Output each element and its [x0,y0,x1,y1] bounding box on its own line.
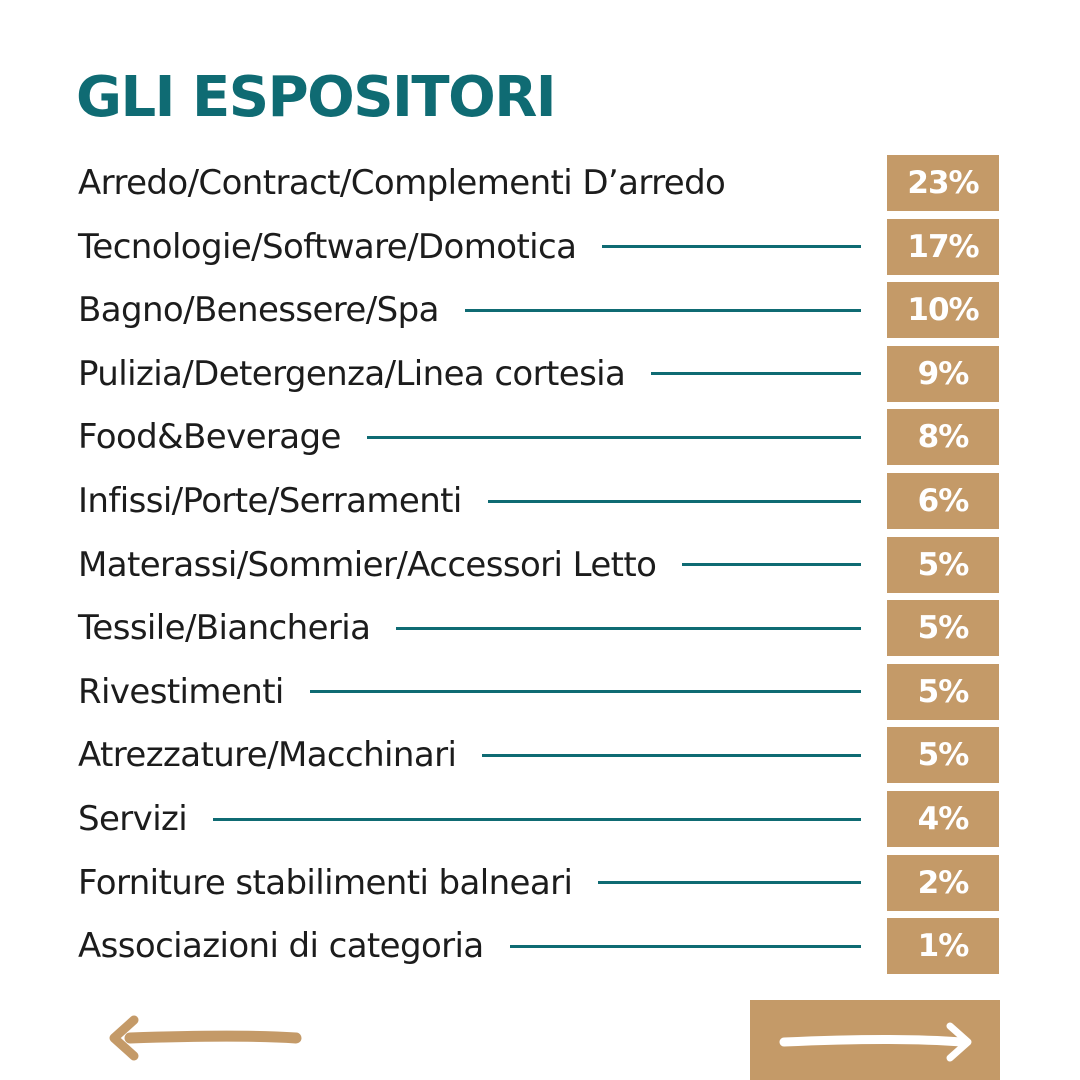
list-item-content: Atrezzature/Macchinari [78,727,861,783]
list-item-content: Tessile/Biancheria [78,600,861,656]
percentage-badge: 5% [887,727,999,784]
list-item: Arredo/Contract/Complementi D’arredo 23% [0,155,1080,211]
list-item-content: Arredo/Contract/Complementi D’arredo [78,155,861,211]
list-item: Materassi/Sommier/Accessori Letto 5% [0,536,1080,593]
list-item-content: Materassi/Sommier/Accessori Letto [78,537,861,593]
category-label: Rivestimenti [78,671,284,712]
leader-line [464,308,861,312]
category-label: Infissi/Porte/Serramenti [78,481,462,521]
list-item: Atrezzature/Macchinari 5% [0,727,1080,784]
leader-line [651,372,861,376]
percentage-badge: 5% [887,600,999,657]
list-item-content: Bagno/Benessere/Spa [78,282,861,338]
list-item: Rivestimenti 5% [0,663,1080,720]
leader-line [487,499,861,503]
list-item-content: Servizi [78,791,861,847]
leader-line [751,182,861,185]
list-item-content: Associazioni di categoria [78,918,861,974]
category-label: Servizi [78,799,188,839]
leader-line [509,944,861,948]
list-item-content: Forniture stabilimenti balneari [78,855,861,911]
leader-line [598,881,861,885]
previous-slide-button[interactable] [100,1010,310,1062]
list-item-content: Rivestimenti [78,664,861,720]
leader-line [213,817,861,821]
list-item-content: Food&Beverage [78,409,861,465]
leader-line [366,435,861,439]
percentage-badge: 5% [887,663,999,720]
list-item: Pulizia/Detergenza/Linea cortesia 9% [0,345,1080,402]
list-item-content: Tecnologie/Software/Domotica [78,219,861,275]
list-item: Associazioni di categoria 1% [0,918,1080,975]
category-label: Food&Beverage [78,417,341,458]
percentage-badge: 23% [887,155,999,211]
leader-line [602,245,861,249]
arrow-right-icon [779,1022,972,1062]
category-label: Arredo/Contract/Complementi D’arredo [78,163,726,203]
percentage-badge: 10% [887,282,999,339]
category-label: Tecnologie/Software/Domotica [78,226,577,267]
percentage-badge: 9% [887,345,999,402]
list-item: Tessile/Biancheria 5% [0,600,1080,657]
list-item: Forniture stabilimenti balneari 2% [0,854,1080,911]
percentage-badge: 17% [887,218,999,275]
leader-line [682,563,861,567]
leader-line [396,626,861,630]
next-slide-button[interactable] [750,1000,1000,1080]
category-label: Materassi/Sommier/Accessori Letto [78,544,657,585]
percentage-badge: 6% [887,473,999,529]
list-item: Tecnologie/Software/Domotica 17% [0,218,1080,275]
leader-line [309,690,861,694]
percentage-badge: 4% [887,791,999,847]
leader-line [482,753,861,757]
category-label: Tessile/Biancheria [78,608,371,649]
page-title: GLI ESPOSITORI [76,65,557,130]
percentage-badge: 8% [887,409,999,466]
percentage-badge: 2% [887,854,999,911]
list-item: Infissi/Porte/Serramenti 6% [0,473,1080,529]
list-item: Servizi 4% [0,791,1080,847]
arrow-left-icon [109,1015,302,1061]
category-label: Bagno/Benessere/Spa [78,290,439,331]
percentage-badge: 5% [887,536,999,593]
list-item-content: Infissi/Porte/Serramenti [78,473,861,529]
category-label: Pulizia/Detergenza/Linea cortesia [78,353,626,394]
category-label: Associazioni di categoria [78,926,484,967]
category-label: Forniture stabilimenti balneari [78,862,573,903]
list-item-content: Pulizia/Detergenza/Linea cortesia [78,346,861,402]
list-item: Food&Beverage 8% [0,409,1080,466]
category-label: Atrezzature/Macchinari [78,735,457,776]
percentage-badge: 1% [887,918,999,975]
list-item: Bagno/Benessere/Spa 10% [0,282,1080,339]
